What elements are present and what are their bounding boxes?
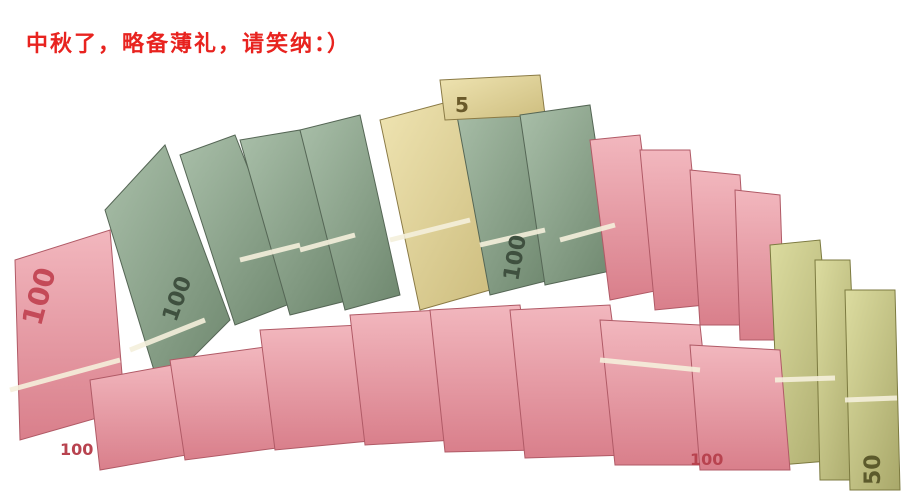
stack-olive-3 [844,289,901,491]
paper-bands [9,217,898,403]
denomination-100-front-2: 100 [690,450,723,469]
denomination-50-right: 50 [861,454,886,485]
back-row-stacks [104,74,616,391]
stack-green-1 [104,144,231,391]
front-row-stacks [14,229,791,471]
stack-green-4 [299,114,401,311]
right-arc-stacks [589,134,786,341]
money-stacks-photo: 100 100 100 5 50 100 100 [9,74,901,491]
olive-stacks [769,239,901,491]
greeting-caption: 中秋了，略备薄礼，请笑纳：） [26,32,352,57]
stack-pink-f8 [689,344,791,471]
denomination-100-front: 100 [60,440,93,459]
denomination-5-top: 5 [455,93,469,117]
